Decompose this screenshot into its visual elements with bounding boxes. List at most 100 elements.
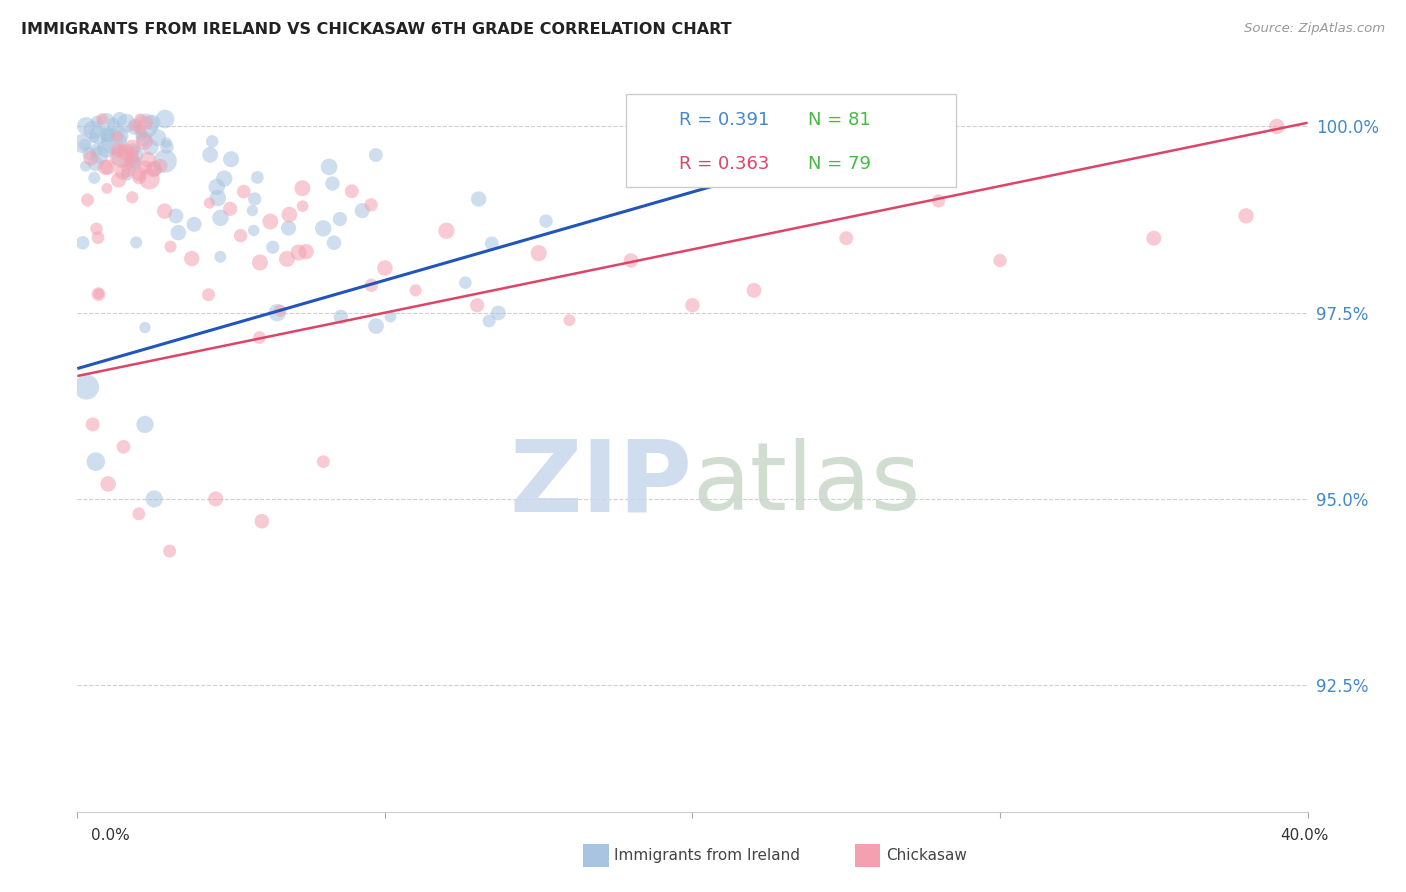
Point [122, 144, 145, 158]
Point [115, 116, 138, 130]
Point [988, 253, 1011, 268]
Point [101, 117, 124, 131]
Point [481, 236, 503, 251]
Text: IMMIGRANTS FROM IRELAND VS CHICKASAW 6TH GRADE CORRELATION CHART: IMMIGRANTS FROM IRELAND VS CHICKASAW 6TH… [21, 22, 731, 37]
Point [250, 514, 273, 528]
Point [75, 159, 97, 173]
Point [76, 193, 98, 207]
Point [167, 226, 190, 240]
Point [89, 148, 111, 162]
Point [246, 170, 269, 185]
Point [198, 196, 221, 211]
Point [121, 150, 143, 164]
Point [159, 544, 181, 558]
Point [232, 185, 254, 199]
Text: 40.0%: 40.0% [1281, 829, 1329, 843]
Point [94, 161, 117, 175]
Point [1265, 120, 1288, 134]
Text: Immigrants from Ireland: Immigrants from Ireland [614, 848, 800, 863]
Point [207, 191, 229, 205]
Point [214, 171, 236, 186]
Point [198, 148, 221, 162]
Point [380, 310, 402, 324]
Point [153, 204, 176, 219]
Point [835, 231, 858, 245]
Point [122, 157, 145, 171]
Text: N = 81: N = 81 [808, 111, 872, 128]
Point [153, 154, 176, 169]
Point [478, 314, 501, 328]
Point [266, 306, 288, 320]
Point [278, 208, 301, 222]
Point [534, 214, 557, 228]
Point [360, 198, 382, 212]
Point [323, 235, 346, 250]
Point [121, 190, 143, 204]
Point [107, 173, 129, 187]
Point [287, 245, 309, 260]
Point [108, 112, 131, 126]
Point [117, 163, 139, 178]
Point [558, 313, 581, 327]
Point [86, 114, 108, 128]
Point [87, 128, 110, 143]
Point [249, 330, 271, 344]
Point [143, 161, 166, 176]
Point [84, 156, 107, 170]
Point [155, 136, 177, 150]
Point [107, 129, 129, 144]
Point [142, 162, 165, 177]
Point [121, 141, 143, 155]
Point [201, 135, 224, 149]
Point [405, 284, 427, 298]
Point [340, 184, 363, 198]
Point [108, 128, 131, 143]
Point [134, 417, 156, 432]
Point [682, 298, 704, 312]
Point [70, 136, 93, 151]
Point [146, 130, 169, 145]
Point [73, 137, 96, 152]
Point [124, 118, 146, 132]
Point [87, 230, 110, 244]
Point [80, 151, 103, 165]
Point [87, 287, 110, 301]
Point [219, 202, 242, 216]
Point [149, 159, 172, 173]
Point [262, 240, 284, 254]
Text: ZIP: ZIP [509, 435, 693, 533]
Point [165, 209, 187, 223]
Point [135, 116, 157, 130]
Text: Chickasaw: Chickasaw [886, 848, 967, 863]
Point [76, 380, 98, 394]
Point [86, 143, 108, 157]
Point [159, 240, 181, 254]
Point [183, 217, 205, 231]
Point [122, 120, 145, 135]
Point [134, 320, 156, 334]
Point [132, 131, 155, 145]
Point [209, 211, 232, 225]
Point [486, 306, 509, 320]
Point [352, 203, 374, 218]
Point [141, 116, 163, 130]
Text: atlas: atlas [693, 438, 921, 530]
Point [259, 214, 281, 228]
Point [329, 212, 352, 227]
Point [77, 146, 100, 161]
Point [360, 278, 382, 293]
Text: R = 0.391: R = 0.391 [679, 111, 769, 128]
Point [129, 122, 152, 136]
Point [124, 147, 146, 161]
Point [318, 160, 340, 174]
Point [1234, 209, 1257, 223]
Point [107, 143, 129, 157]
Point [97, 477, 120, 491]
Point [128, 167, 150, 181]
Text: R = 0.363: R = 0.363 [679, 155, 769, 173]
Point [156, 140, 179, 154]
Point [83, 170, 105, 185]
Point [269, 303, 291, 318]
Point [436, 224, 458, 238]
Point [121, 153, 143, 168]
